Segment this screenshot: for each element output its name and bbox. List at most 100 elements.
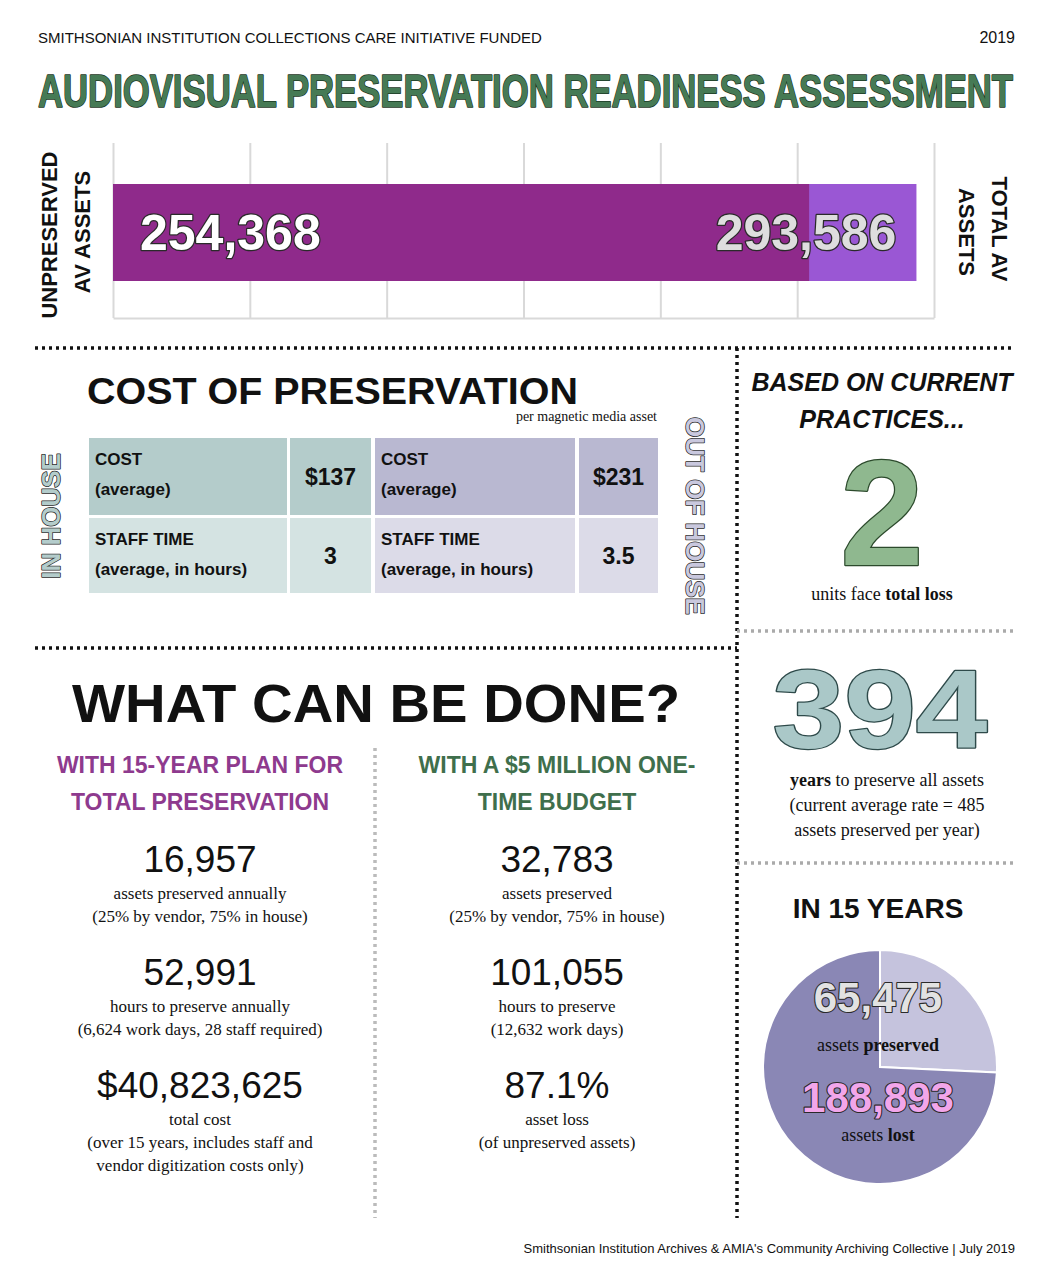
funder-line: SMITHSONIAN INSTITUTION COLLECTIONS CARE…: [38, 29, 542, 46]
data-label: 188,893: [802, 1074, 954, 1121]
figure-caption: (of unpreserved assets): [479, 1133, 636, 1152]
figure-caption: asset loss: [525, 1110, 589, 1129]
figure: 101,055: [490, 952, 624, 993]
category-part: preserved: [863, 1035, 939, 1055]
caption-part: units face: [811, 584, 885, 604]
column-heading: TOTAL PRESERVATION: [71, 789, 329, 815]
series-label: UNPRESERVED AV ASSETS: [37, 145, 95, 318]
caption-part: to preserve all assets: [831, 770, 984, 790]
pie-chart: IN 15 YEARS 65,475 assets preserved 188,893…: [763, 893, 997, 1184]
table-cell: [579, 518, 658, 593]
figure-caption: (25% by vendor, 75% in house): [92, 907, 308, 926]
figure-caption: hours to preserve: [498, 997, 615, 1016]
big-number: 2: [840, 429, 923, 597]
bar: [113, 184, 809, 281]
page: SMITHSONIAN INSTITUTION COLLECTIONS CARE…: [0, 0, 1050, 1275]
category-part: assets: [841, 1125, 888, 1145]
figure: 16,957: [143, 839, 256, 880]
figure: 52,991: [143, 952, 256, 993]
dividers: [35, 348, 1015, 1218]
group-label: OUT OF HOUSE: [680, 417, 710, 615]
table-cell: [89, 518, 287, 593]
subtitle: per magnetic media asset: [516, 409, 657, 424]
cost-section: COST OF PRESERVATIONper magnetic media a…: [36, 371, 710, 615]
caption: years to preserve all assets: [790, 770, 984, 790]
cell-label: (average, in hours): [95, 560, 247, 579]
header: SMITHSONIAN INSTITUTION COLLECTIONS CARE…: [38, 29, 1015, 117]
series-label-line: TOTAL AV: [987, 176, 1012, 287]
cell-label: STAFF TIME: [381, 530, 480, 549]
background: [0, 0, 1050, 1275]
cell-label: (average): [95, 480, 171, 499]
table-cell: [89, 438, 287, 515]
slices: [763, 950, 997, 1184]
tick: [934, 143, 935, 318]
category-part: lost: [888, 1125, 915, 1145]
what-section: WHAT CAN BE DONE? WITH 15-YEAR PLAN FOR TO…: [57, 673, 696, 1175]
figure: 87.1%: [505, 1065, 610, 1106]
figure-caption: assets preserved: [502, 884, 612, 903]
section-title: COST OF PRESERVATION: [87, 371, 578, 412]
bar-chart: 254,368 293,586 UNPRESERVED AV ASSETS TOTAL…: [37, 143, 1012, 319]
category-label: assets preserved: [817, 1035, 939, 1055]
figure-caption: (25% by vendor, 75% in house): [449, 907, 665, 926]
figure-caption: (over 15 years, includes staff and: [87, 1133, 313, 1152]
footer: Smithsonian Institution Archives & AMIA'…: [524, 1241, 1015, 1256]
column-heading: TIME BUDGET: [478, 789, 636, 815]
big-number: 394: [773, 647, 988, 772]
table-cell: [579, 438, 658, 515]
divider: [737, 629, 1015, 633]
figure-caption: (12,632 work days): [491, 1020, 624, 1039]
table-cell: [290, 518, 371, 593]
cell-label: (average, in hours): [381, 560, 533, 579]
figure: 32,783: [500, 839, 613, 880]
divider: [35, 346, 1015, 350]
table-cell: [290, 438, 371, 515]
cell-label: COST: [381, 450, 429, 469]
title: AUDIOVISUAL PRESERVATION READINESS ASSES…: [38, 65, 1013, 117]
cell-value: $231: [593, 464, 644, 490]
divider: [35, 646, 737, 650]
category-part: assets: [817, 1035, 864, 1055]
divider: [735, 348, 739, 1218]
series-label-line: UNPRESERVED: [37, 145, 62, 318]
group-label: IN HOUSE: [36, 453, 66, 579]
caption-part: years: [790, 770, 831, 790]
bar: [113, 184, 916, 281]
caption: units face total loss: [811, 584, 952, 604]
section-title: WHAT CAN BE DONE?: [72, 673, 680, 733]
infographic: SMITHSONIAN INSTITUTION COLLECTIONS CARE…: [0, 0, 1050, 1275]
table-cell: [375, 518, 575, 593]
cell-value: 3.5: [603, 543, 635, 569]
category-label: assets lost: [841, 1125, 915, 1145]
divider: [737, 861, 1015, 865]
figure-caption: total cost: [169, 1110, 231, 1129]
chart-title: IN 15 YEARS: [793, 893, 964, 924]
slice: [763, 950, 997, 1184]
heading: BASED ON CURRENT: [751, 368, 1015, 396]
cell-value: 3: [324, 543, 337, 569]
caption: assets preserved per year): [794, 820, 979, 841]
cell-value: $137: [305, 464, 356, 490]
grid-line: [934, 143, 936, 318]
column-heading: WITH 15-YEAR PLAN FOR: [57, 752, 344, 778]
data-labels: 254,368 293,586: [140, 205, 896, 261]
data-label: 254,368: [140, 205, 321, 261]
divider: [373, 748, 377, 1218]
x-axis: [114, 143, 935, 319]
current-practices: BASED ON CURRENTPRACTICES...2units face …: [751, 368, 1015, 841]
figure-caption: hours to preserve annually: [110, 997, 290, 1016]
column-heading: WITH A $5 MILLION ONE-: [419, 752, 696, 778]
figure-caption: assets preserved annually: [114, 884, 287, 903]
cell-label: (average): [381, 480, 457, 499]
series-label: TOTAL AV ASSETS: [954, 176, 1012, 287]
caption-part: total loss: [885, 584, 953, 604]
caption: (current average rate = 485: [789, 795, 984, 816]
data-label: 293,586: [716, 205, 897, 261]
bars: [113, 184, 916, 281]
series-label-line: AV ASSETS: [70, 171, 95, 293]
figure: $40,823,625: [97, 1065, 303, 1106]
year: 2019: [979, 29, 1015, 46]
data-label: 65,475: [814, 974, 942, 1021]
table-cell: [375, 438, 575, 515]
